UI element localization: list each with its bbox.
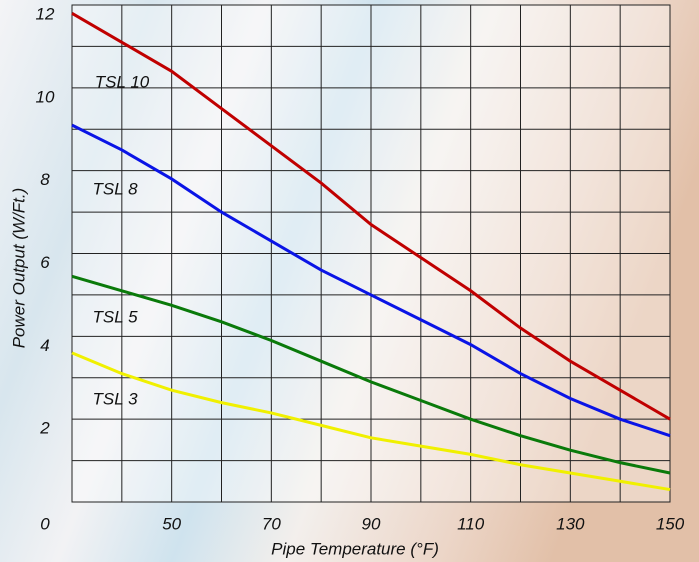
x-tick-label: 70 — [262, 514, 281, 533]
series-label: TSL 3 — [92, 389, 138, 408]
y-tick-label: 8 — [40, 170, 50, 189]
x-tick-label: 90 — [362, 514, 381, 533]
series-line — [71, 123, 671, 438]
x-tick-label: 110 — [457, 514, 485, 533]
series-label: TSL 8 — [92, 179, 138, 198]
y-tick-label: 2 — [39, 419, 50, 438]
y-axis-label: Power Output (W/Ft.) — [9, 188, 28, 349]
series-line — [71, 351, 671, 492]
x-axis-label: Pipe Temperature (°F) — [271, 539, 439, 558]
series-label: TSL 5 — [92, 307, 138, 326]
series-line — [71, 274, 671, 475]
x-tick-label: 130 — [556, 514, 585, 533]
y-tick-label: 4 — [40, 336, 49, 355]
series-label: TSL 10 — [95, 72, 150, 91]
series-line — [71, 11, 671, 421]
y-tick-label: 10 — [36, 87, 55, 106]
x-tick-label: 50 — [162, 514, 181, 533]
y-tick-label: 12 — [36, 4, 55, 23]
x-tick-label: 150 — [656, 514, 685, 533]
y-tick-label: 0 — [40, 514, 50, 533]
y-tick-label: 6 — [40, 253, 50, 272]
